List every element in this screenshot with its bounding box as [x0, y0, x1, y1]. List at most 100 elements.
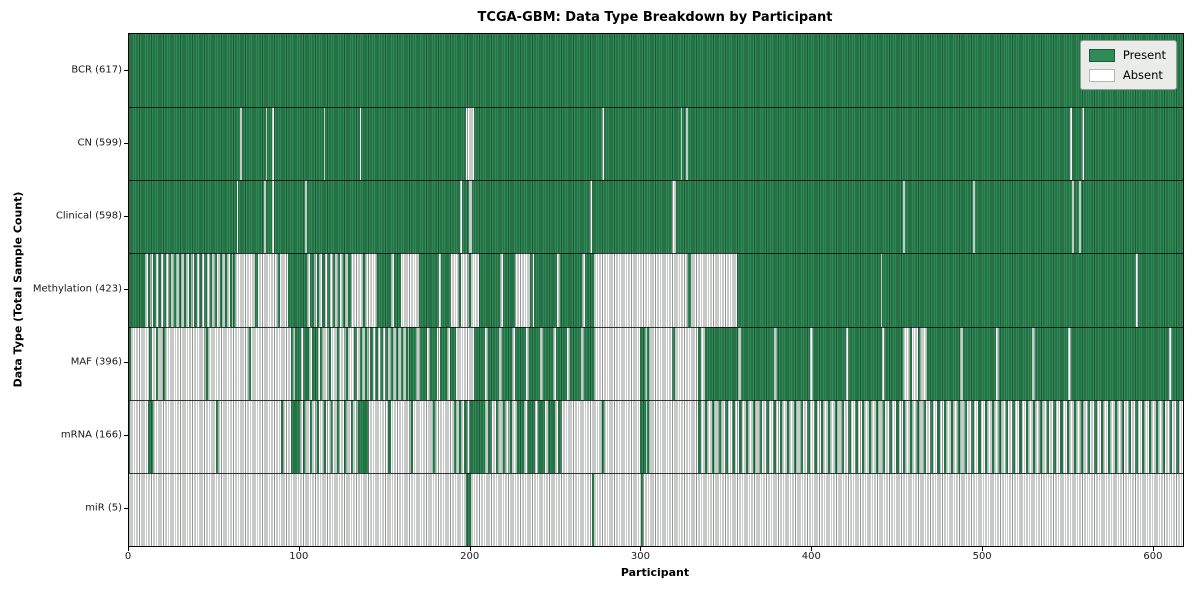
y-tick-mark: [124, 142, 128, 144]
segment: [272, 107, 275, 181]
row-Methylation: [129, 253, 1183, 327]
segment: [603, 107, 681, 181]
segment: [474, 326, 592, 400]
segment: [901, 326, 927, 400]
segment: [646, 326, 705, 400]
segment: [294, 326, 321, 400]
segment: [489, 399, 517, 473]
segment: [1083, 107, 1183, 181]
segment: [287, 253, 312, 327]
legend-absent-swatch: [1088, 68, 1115, 82]
row-miR: [129, 472, 1183, 546]
segment: [472, 180, 591, 254]
segment: [272, 180, 275, 254]
segment: [590, 180, 592, 254]
segment: [448, 253, 481, 327]
segment: [675, 180, 903, 254]
segment: [263, 180, 266, 254]
y-tick-mark: [124, 289, 128, 290]
segment: [241, 107, 266, 181]
segment: [267, 107, 273, 181]
segment: [359, 326, 410, 400]
segment: [460, 180, 463, 254]
segment: [1071, 180, 1074, 254]
segment: [704, 399, 1183, 473]
segment: [641, 472, 644, 546]
segment: [639, 326, 647, 400]
legend-absent-label: Absent: [1122, 68, 1163, 82]
segment: [129, 34, 1183, 108]
segment: [320, 326, 360, 400]
segment: [129, 253, 143, 327]
plot-area: Present Absent: [128, 33, 1184, 547]
segment: [904, 180, 973, 254]
segment: [238, 180, 264, 254]
segment: [974, 180, 1072, 254]
segment: [325, 107, 360, 181]
segment: [236, 180, 239, 254]
y-tick-mark: [124, 362, 128, 364]
x-tick-label: 300: [630, 551, 651, 562]
x-tick-mark: [640, 546, 642, 551]
segment: [926, 326, 1086, 400]
segment: [1073, 180, 1079, 254]
x-tick-label: 400: [801, 551, 821, 562]
segment: [303, 399, 360, 473]
segment: [1082, 107, 1084, 181]
x-tick-label: 600: [1143, 551, 1163, 562]
segment: [1078, 180, 1081, 254]
y-tick-label: mRNA (166): [60, 429, 122, 441]
segment: [265, 180, 273, 254]
segment: [643, 472, 1183, 546]
y-tick-label: MAF (396): [70, 356, 122, 368]
segment: [274, 107, 324, 181]
segment: [274, 180, 305, 254]
segment: [465, 472, 471, 546]
x-tick-mark: [128, 546, 129, 551]
segment: [323, 107, 326, 181]
segment: [129, 399, 148, 473]
row-CN: [129, 107, 1183, 181]
x-tick-label: 0: [124, 551, 132, 562]
segment: [129, 180, 237, 254]
segment: [453, 399, 471, 473]
segment: [593, 472, 642, 546]
legend-present-label: Present: [1122, 48, 1166, 62]
segment: [880, 253, 883, 327]
segment: [682, 107, 686, 181]
segment: [680, 107, 683, 181]
segment: [704, 326, 902, 400]
segment: [366, 399, 454, 473]
x-tick-mark: [982, 546, 984, 551]
row-Clinical: [129, 180, 1183, 254]
segment: [689, 253, 738, 327]
segment: [361, 107, 466, 181]
segment: [602, 107, 604, 181]
segment: [972, 180, 975, 254]
x-tick-label: 200: [460, 551, 480, 562]
segment: [151, 399, 292, 473]
segment: [639, 399, 647, 473]
segment: [470, 399, 490, 473]
segment: [737, 253, 881, 327]
segment: [685, 107, 688, 181]
heatmap-rows: [129, 34, 1183, 546]
segment: [468, 180, 473, 254]
segment: [591, 472, 594, 546]
segment: [265, 107, 268, 181]
segment: [902, 180, 905, 254]
segment: [233, 253, 288, 327]
segment: [591, 180, 673, 254]
segment: [359, 107, 362, 181]
x-tick-mark: [1152, 546, 1154, 551]
x-tick-mark: [811, 546, 813, 551]
segment: [240, 107, 242, 181]
x-tick-label: 500: [972, 551, 992, 562]
segment: [559, 399, 640, 473]
y-tick-mark: [124, 215, 128, 217]
x-tick-mark: [298, 546, 300, 551]
segment: [147, 399, 152, 473]
segment: [163, 326, 295, 400]
segment: [480, 253, 514, 327]
segment: [1080, 180, 1183, 254]
